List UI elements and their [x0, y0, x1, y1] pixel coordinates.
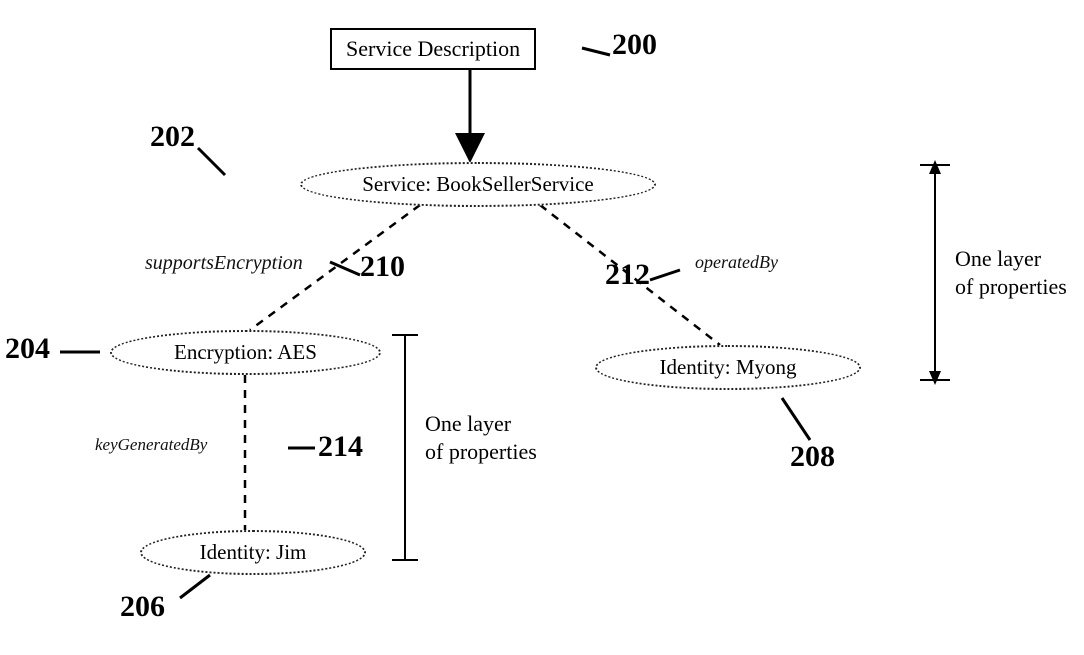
node-label: Service: BookSellerService	[362, 172, 594, 196]
node-identity-myong: Identity: Myong	[595, 345, 861, 390]
bracket-text-layer1: One layerof properties	[955, 245, 1084, 300]
ref-206: 206	[120, 590, 165, 624]
diagram-canvas: Service Description Service: BookSellerS…	[0, 0, 1084, 655]
ref-208: 208	[790, 440, 835, 474]
edge-label-supports-encryption: supportsEncryption	[145, 252, 303, 275]
ref-204: 204	[5, 332, 50, 366]
ref-200: 200	[612, 28, 657, 62]
edge-label-operated-by: operatedBy	[695, 252, 778, 273]
ref-210: 210	[360, 250, 405, 284]
node-encryption-aes: Encryption: AES	[110, 330, 381, 375]
ref-212: 212	[605, 258, 650, 292]
bracket-text-layer2: One layerof properties	[425, 410, 585, 465]
node-label: Service Description	[346, 36, 520, 61]
node-bookseller-service: Service: BookSellerService	[300, 162, 656, 207]
edge-label-key-generated-by: keyGeneratedBy	[95, 435, 207, 455]
ref-214: 214	[318, 430, 363, 464]
node-label: Encryption: AES	[174, 340, 317, 364]
node-service-description: Service Description	[330, 28, 536, 70]
node-label: Identity: Jim	[200, 540, 307, 564]
node-identity-jim: Identity: Jim	[140, 530, 366, 575]
ref-202: 202	[150, 120, 195, 154]
node-label: Identity: Myong	[659, 355, 796, 379]
